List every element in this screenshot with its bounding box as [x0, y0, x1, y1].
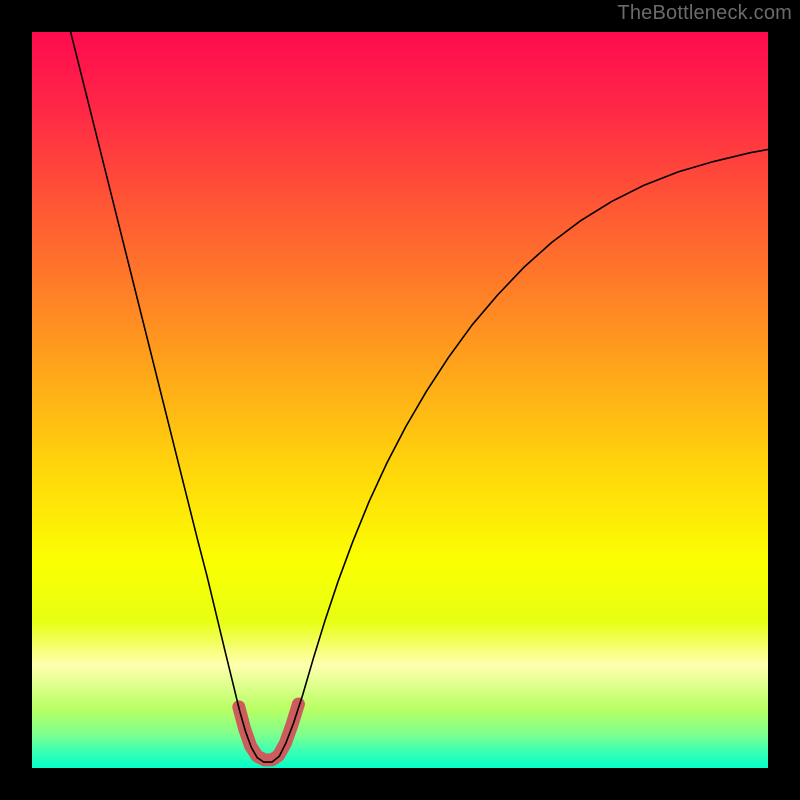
watermark-text: TheBottleneck.com: [617, 2, 792, 25]
outer-frame: TheBottleneck.com: [0, 0, 800, 800]
bottleneck-curve: [69, 32, 768, 762]
chart-svg: [32, 32, 768, 768]
plot-area: [32, 32, 768, 768]
